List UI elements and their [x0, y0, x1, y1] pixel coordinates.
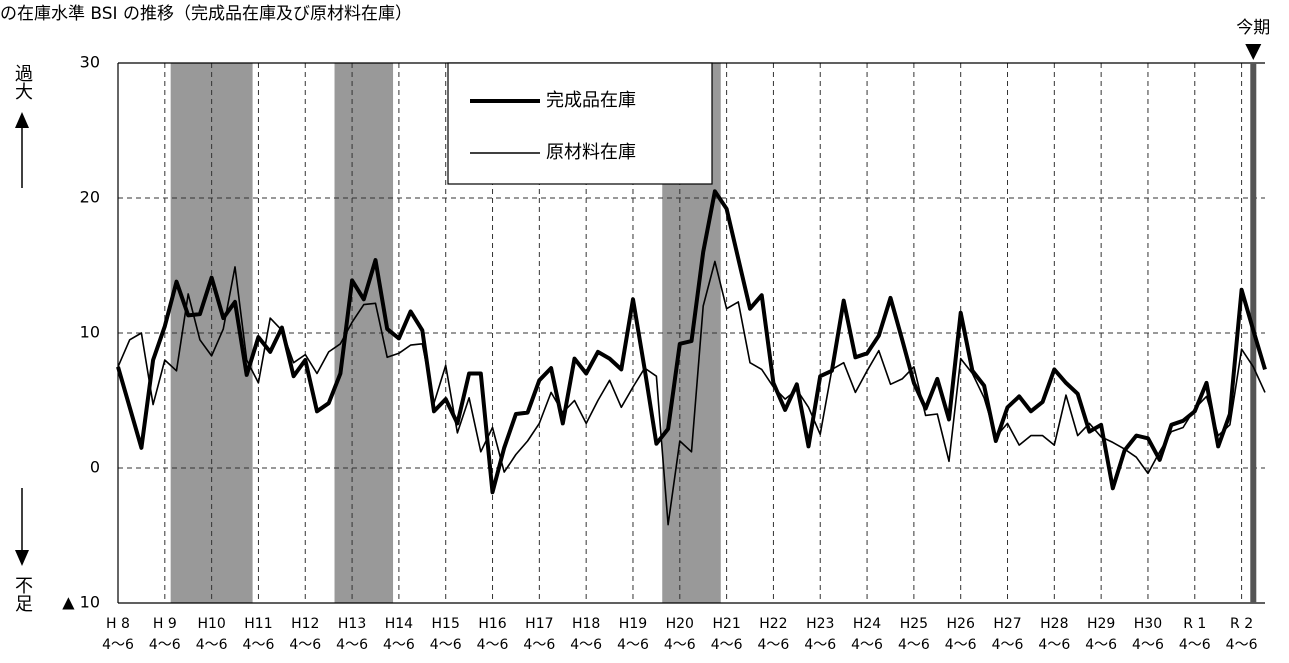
x-tick-label: H27: [993, 616, 1021, 632]
x-tick-sublabel: 4～6: [430, 637, 462, 653]
y-tick-label: 20: [80, 188, 100, 207]
x-tick-label: H12: [291, 616, 319, 632]
x-tick-label: H15: [432, 616, 460, 632]
x-tick-sublabel: 4～6: [1179, 637, 1211, 653]
x-tick-sublabel: 4～6: [1226, 637, 1258, 653]
x-tick-label: H25: [900, 616, 928, 632]
y-tick-label: 0: [90, 458, 100, 477]
x-tick-label: H 8: [106, 616, 130, 632]
x-tick-sublabel: 4～6: [1038, 637, 1070, 653]
x-tick-label: H30: [1134, 616, 1162, 632]
up-arrow: [15, 112, 29, 128]
x-tick-sublabel: 4～6: [758, 637, 790, 653]
x-tick-label: H 9: [153, 616, 177, 632]
legend-label: 完成品在庫: [546, 90, 636, 111]
x-tick-label: H19: [619, 616, 647, 632]
legend-box: [447, 62, 713, 185]
down-arrow: [15, 550, 29, 566]
x-tick-label: H26: [947, 616, 975, 632]
upper-annotation: 過大: [12, 64, 33, 100]
x-tick-label: R 2: [1230, 616, 1253, 632]
x-tick-sublabel: 4～6: [336, 637, 368, 653]
x-tick-label: H18: [572, 616, 600, 632]
x-tick-sublabel: 4～6: [617, 637, 649, 653]
y-tick-label: 10: [80, 323, 100, 342]
x-tick-label: H29: [1087, 616, 1115, 632]
x-tick-sublabel: 4～6: [383, 637, 415, 653]
x-tick-sublabel: 4～6: [196, 637, 228, 653]
x-tick-label: H13: [338, 616, 366, 632]
x-tick-sublabel: 4～6: [523, 637, 555, 653]
x-tick-label: H24: [853, 616, 881, 632]
legend-label: 原材料在庫: [546, 142, 636, 163]
series-line: [116, 189, 1267, 495]
x-tick-sublabel: 4～6: [992, 637, 1024, 653]
x-tick-sublabel: 4～6: [477, 637, 509, 653]
x-tick-label: H23: [806, 616, 834, 632]
x-tick-label: H21: [712, 616, 740, 632]
x-tick-label: H11: [244, 616, 272, 632]
lower-annotation: 不足: [12, 576, 33, 612]
x-tick-sublabel: 4～6: [102, 637, 134, 653]
current-label: 今期: [1236, 18, 1270, 38]
x-tick-sublabel: 4～6: [898, 637, 930, 653]
x-tick-sublabel: 4～6: [804, 637, 836, 653]
x-tick-sublabel: 4～6: [711, 637, 743, 653]
x-tick-sublabel: 4～6: [945, 637, 977, 653]
x-tick-label: H17: [525, 616, 553, 632]
x-tick-sublabel: 4～6: [851, 637, 883, 653]
current-arrow: [1245, 44, 1262, 60]
x-tick-label: R 1: [1183, 616, 1206, 632]
x-tick-sublabel: 4～6: [1085, 637, 1117, 653]
x-tick-label: H14: [385, 616, 413, 632]
x-tick-sublabel: 4～6: [243, 637, 275, 653]
x-tick-sublabel: 4～6: [664, 637, 696, 653]
x-tick-label: H20: [666, 616, 694, 632]
y-tick-label: ▲ 10: [62, 593, 100, 612]
y-tick-label: 30: [80, 53, 100, 72]
x-tick-sublabel: 4～6: [149, 637, 181, 653]
x-tick-label: H22: [759, 616, 787, 632]
chart-title: の在庫水準 BSI の推移（完成品在庫及び原材料在庫）: [0, 4, 412, 24]
x-tick-label: H28: [1040, 616, 1068, 632]
x-tick-sublabel: 4～6: [289, 637, 321, 653]
series-line: [117, 260, 1266, 526]
x-tick-label: H10: [197, 616, 225, 632]
x-tick-label: H16: [478, 616, 506, 632]
x-tick-sublabel: 4～6: [1132, 637, 1164, 653]
x-tick-sublabel: 4～6: [570, 637, 602, 653]
